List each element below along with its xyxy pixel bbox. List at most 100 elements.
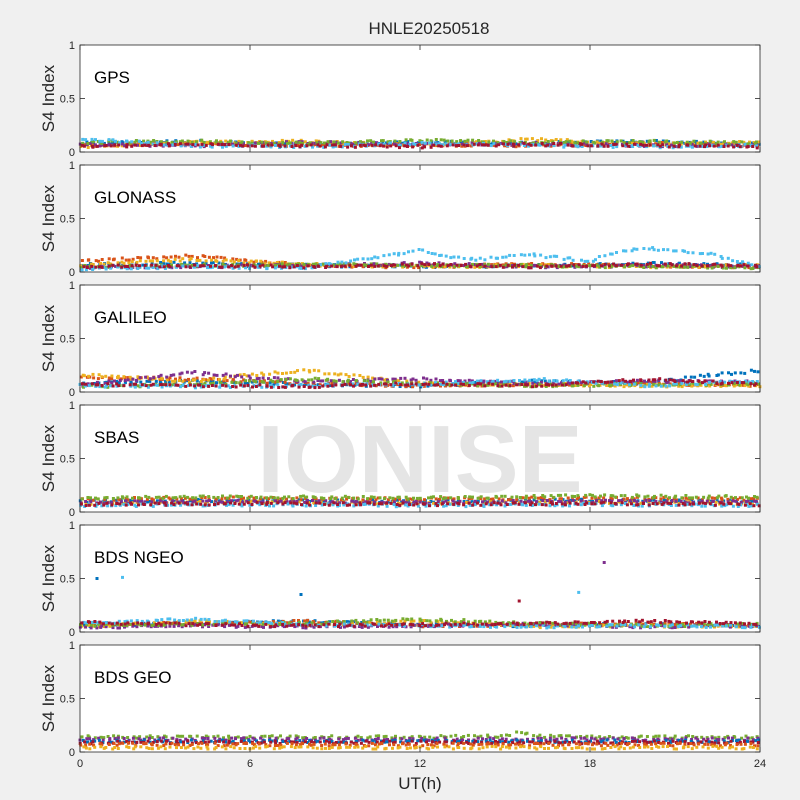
data-point [576,379,580,383]
data-point [706,266,710,270]
data-point [652,138,656,142]
data-point [182,494,186,498]
data-point [199,385,203,389]
data-point [518,379,521,382]
data-point [757,265,761,269]
data-point [467,497,471,501]
data-point [194,142,198,146]
data-point [114,139,117,143]
data-point [521,496,525,500]
data-point [704,143,708,147]
data-point [631,145,635,148]
data-point [539,253,543,257]
panel-label: GALILEO [94,308,167,327]
data-point [327,503,331,507]
data-point [362,379,366,383]
data-point [748,502,752,506]
data-point [453,262,457,266]
data-point [354,379,358,383]
data-point [206,378,210,382]
data-point [632,247,636,251]
data-point [188,619,191,623]
data-point [521,262,525,266]
data-point [284,497,288,501]
data-point [476,499,480,503]
data-point [713,252,717,256]
data-point [195,263,199,267]
data-point [577,265,581,269]
y-tick-label: 0.5 [60,454,75,466]
data-point [518,496,522,499]
data-point [225,619,229,623]
data-point [321,262,325,266]
data-point [449,379,452,383]
data-point [201,504,205,508]
data-point [145,498,149,501]
data-point [215,259,219,263]
data-point [654,142,658,146]
data-point [597,255,601,258]
data-point [539,496,543,500]
data-point [438,497,441,501]
data-point [641,384,645,388]
data-point [314,499,318,503]
data-point [468,503,472,507]
y-tick-label: 1 [69,400,75,412]
data-point [691,496,694,500]
data-point [188,497,192,501]
data-point [366,501,370,505]
data-point [587,262,591,266]
data-point [639,380,643,384]
data-point [94,259,98,263]
data-point [654,500,658,503]
data-point [372,502,376,506]
data-point [465,144,469,148]
data-point [234,381,238,385]
data-point [200,142,204,146]
data-point [559,142,562,145]
data-point [283,380,287,384]
data-point [653,379,657,383]
data-point [224,382,228,386]
data-point [593,141,597,145]
data-point [632,378,635,382]
data-point [157,375,161,379]
y-axis-label: S4 Index [39,184,58,252]
data-point [422,376,425,380]
data-point [334,497,337,500]
data-point [564,493,568,497]
data-point [470,141,474,145]
data-point [481,143,485,147]
data-point [118,379,122,382]
data-point [457,382,461,386]
data-point [272,504,276,508]
data-point [151,259,155,263]
data-point [591,259,595,263]
data-point [173,257,177,261]
data-point [509,502,513,506]
data-point [88,266,92,270]
data-point [663,621,667,625]
data-point [346,143,350,146]
data-point [210,265,214,269]
data-point [706,264,709,268]
data-point [152,376,156,380]
data-point [275,261,279,264]
data-point [471,381,475,384]
data-point [642,264,646,268]
data-point [361,257,365,261]
data-point [697,379,701,383]
data-point [298,145,302,149]
data-point [273,266,277,270]
data-point [373,255,377,259]
data-point [87,384,91,388]
data-point [521,380,525,384]
data-point [178,495,182,499]
data-point [448,383,452,387]
data-point [293,370,297,374]
data-point [667,145,671,149]
data-point [613,384,617,388]
y-tick-label: 0 [69,147,75,159]
data-point [366,139,369,143]
